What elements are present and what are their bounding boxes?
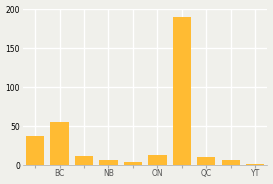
Bar	[197, 158, 215, 165]
Bar	[173, 17, 191, 165]
Bar	[50, 122, 69, 165]
Bar	[124, 162, 142, 165]
Bar	[26, 136, 44, 165]
Bar	[99, 160, 118, 165]
Bar	[246, 164, 264, 165]
Bar	[148, 155, 167, 165]
Bar	[75, 156, 93, 165]
Bar	[222, 160, 240, 165]
